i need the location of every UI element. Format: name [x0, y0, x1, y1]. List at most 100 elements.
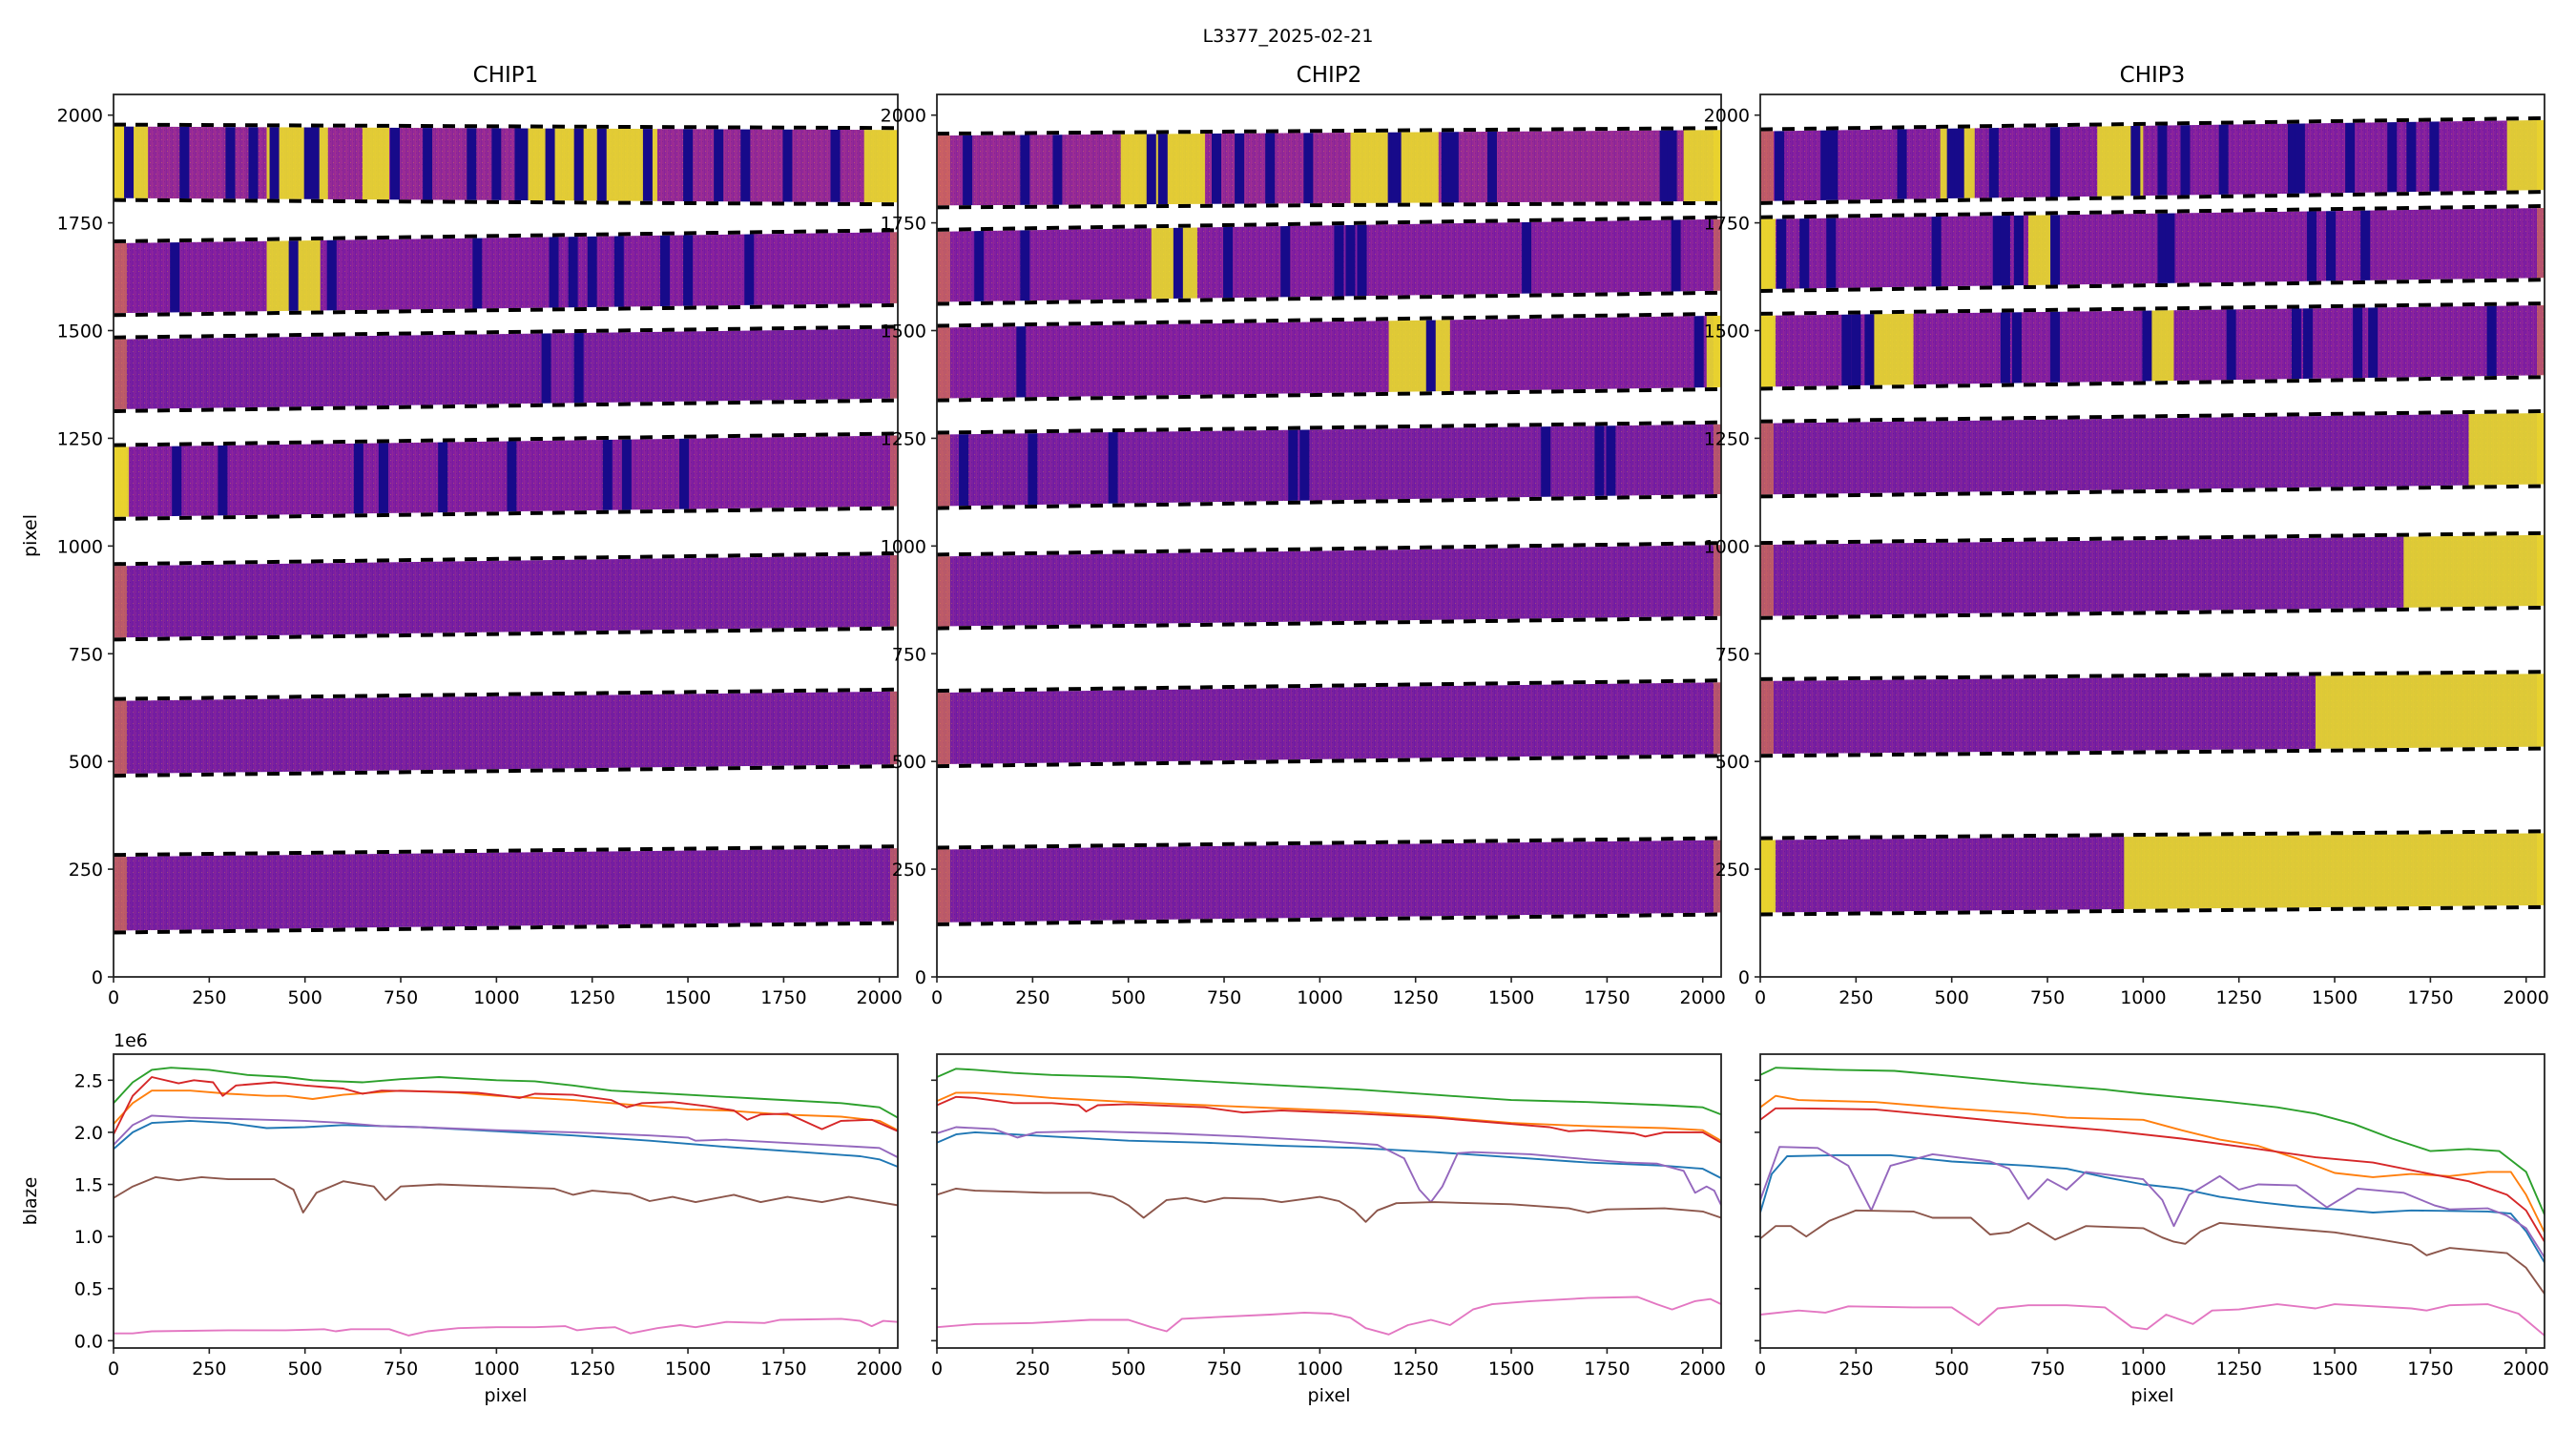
absorption-line — [1223, 217, 1234, 304]
order-texture — [1760, 117, 2545, 203]
trace-edge-bottom-bg — [1759, 904, 2545, 917]
absorption-line — [1776, 205, 1787, 291]
trace-edge-top-bg — [936, 541, 1722, 557]
edge-glow — [1714, 422, 1721, 508]
x-tick-label: 0 — [108, 987, 119, 1008]
trace-edge-top-bg — [936, 836, 1722, 850]
y-tick-label: 2000 — [57, 106, 103, 127]
x-tick-label: 750 — [1207, 987, 1241, 1008]
x-tick-label: 750 — [1207, 1358, 1241, 1379]
blaze-lines — [1760, 1067, 2545, 1337]
x-tick-label: 0 — [1755, 1358, 1766, 1379]
x-tick-label: 1750 — [760, 987, 806, 1008]
echelle-order — [113, 228, 899, 318]
edge-glow — [114, 689, 127, 777]
echelle-order — [1759, 530, 2545, 620]
absorption-line — [1020, 128, 1030, 208]
edge-glow — [1760, 672, 1774, 757]
trace-edge-top-bg — [113, 551, 899, 567]
y-tick-label: 1750 — [57, 214, 103, 235]
x-tick-label: 1500 — [1488, 987, 1534, 1008]
absorption-line — [1541, 422, 1551, 508]
blaze-series-order-7 — [1760, 1303, 2545, 1337]
order-features — [114, 846, 898, 933]
y-tick-label: 1500 — [1704, 321, 1750, 342]
y-tick-label: 0.0 — [74, 1331, 103, 1352]
edge-glow — [114, 326, 127, 411]
order-features — [937, 313, 1721, 401]
blaze-panel-2: 0 250 500 750 1000 1250 1500 1750 2000 pixel — [931, 1053, 1726, 1406]
absorption-line — [472, 230, 483, 316]
bright-band — [2150, 303, 2174, 389]
absorption-line — [170, 230, 180, 316]
blaze-series-order-3 — [937, 1068, 1721, 1116]
absorption-line — [2406, 117, 2417, 203]
trace-edge-bottom-bg — [936, 615, 1722, 631]
y-tick-label: 500 — [892, 752, 926, 773]
bright-band — [114, 433, 130, 519]
y-tick-label: 750 — [1715, 644, 1750, 665]
absorption-line — [782, 124, 793, 205]
absorption-line — [1522, 217, 1532, 304]
absorption-line — [740, 124, 751, 205]
x-tick-label: 0 — [931, 987, 943, 1008]
absorption-line — [1303, 128, 1314, 208]
absorption-line — [1667, 128, 1677, 208]
order-features — [937, 680, 1721, 767]
y-tick-label: 1.0 — [74, 1227, 103, 1248]
panel-title: CHIP3 — [2120, 63, 2186, 88]
trace-edge-bottom-bg — [113, 398, 899, 413]
blaze-series-order-2 — [937, 1091, 1721, 1142]
x-axis-label: pixel — [1308, 1385, 1351, 1406]
x-tick-label: 250 — [1015, 987, 1049, 1008]
absorption-line — [596, 124, 607, 205]
bright-band — [266, 124, 328, 205]
trace-edge-top-bg — [113, 431, 899, 447]
x-tick-label: 1250 — [1393, 1358, 1439, 1379]
echelle-order — [936, 541, 1722, 631]
order-features — [1760, 831, 2545, 915]
edge-glow — [937, 680, 950, 767]
absorption-line — [1897, 117, 1907, 203]
x-tick-label: 1000 — [2120, 987, 2166, 1008]
trace-edge-top-bg — [1759, 203, 2545, 219]
absorption-line — [1108, 422, 1118, 508]
blaze-series-order-2 — [1760, 1094, 2545, 1234]
y-tick-label: 1750 — [1704, 214, 1750, 235]
y-tick-label: 500 — [69, 752, 103, 773]
bright-band — [519, 124, 657, 205]
edge-glow — [1760, 117, 1774, 203]
x-tick-label: 1000 — [1297, 987, 1342, 1008]
absorption-line — [1671, 217, 1681, 304]
edge-glow — [1760, 532, 1774, 618]
y-tick-label: 0 — [92, 967, 103, 988]
echelle-order — [113, 122, 899, 207]
x-tick-label: 1750 — [2407, 987, 2453, 1008]
edge-glow — [890, 230, 898, 316]
order-texture — [937, 313, 1721, 401]
trace-edge-bottom-bg — [1759, 484, 2545, 499]
edge-glow — [890, 689, 898, 777]
absorption-line — [1020, 217, 1030, 304]
absorption-line — [1841, 303, 1852, 389]
absorption-line — [2011, 303, 2022, 389]
x-tick-label: 250 — [1839, 1358, 1873, 1379]
trace-edge-top-bg — [113, 844, 899, 858]
absorption-line — [378, 433, 388, 519]
x-tick-label: 2000 — [1680, 1358, 1726, 1379]
edge-glow — [890, 846, 898, 933]
echelle-order — [1759, 670, 2545, 758]
trace-edge-bottom-bg — [113, 506, 899, 521]
blaze-panel-3: 0 250 500 750 1000 1250 1500 1750 2000 pixel — [1755, 1053, 2549, 1406]
absorption-line — [124, 124, 135, 205]
edge-glow — [1714, 217, 1721, 304]
absorption-line — [507, 433, 517, 519]
trace-edge-bottom-bg — [113, 197, 899, 207]
absorption-line — [491, 124, 502, 205]
trace-edge-bottom-bg — [936, 493, 1722, 510]
echelle-order — [1759, 408, 2545, 499]
absorption-line — [1864, 303, 1875, 389]
absorption-line — [2142, 303, 2152, 389]
absorption-line — [830, 124, 841, 205]
absorption-line — [714, 124, 724, 205]
